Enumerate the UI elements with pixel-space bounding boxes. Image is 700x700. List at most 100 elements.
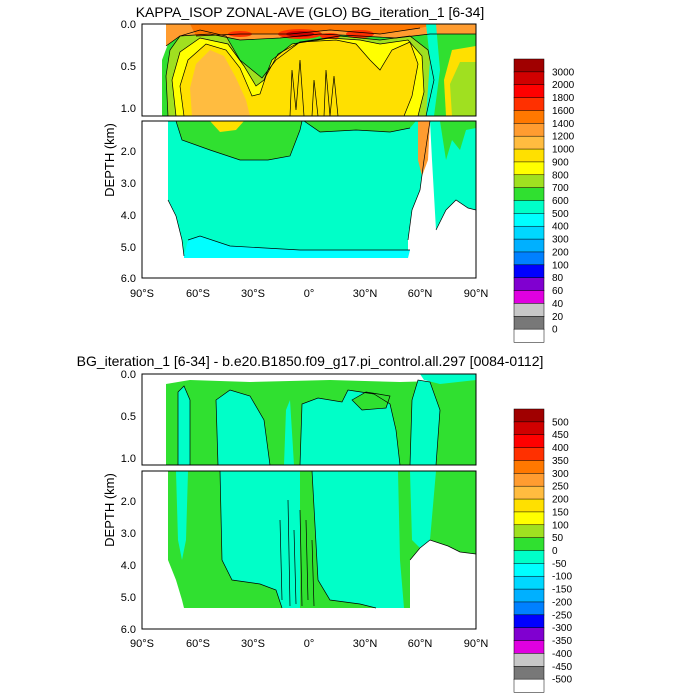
- y-tick-label: 0.0: [121, 19, 136, 31]
- y-tick-label: 6.0: [121, 624, 136, 636]
- panel-1-yticks-upper: 0.0 0.5 1.0: [121, 19, 136, 115]
- panel-2-yticks-upper: 0.0 0.5 1.0: [121, 369, 136, 465]
- colorbar-swatch: [513, 187, 545, 202]
- colorbar-level-label: 80: [552, 273, 564, 284]
- colorbar-level-label: 2000: [552, 80, 575, 91]
- colorbar-swatch: [513, 264, 545, 279]
- colorbar-swatch: [513, 614, 545, 629]
- colorbar-level-label: 1200: [552, 132, 575, 143]
- y-tick-label: 0.5: [121, 61, 136, 73]
- colorbar-swatch: [513, 84, 545, 99]
- colorbar-level-label: -200: [552, 597, 572, 608]
- colorbar-swatch: [513, 498, 545, 513]
- colorbar-swatch: [513, 421, 545, 436]
- colorbar-level-label: -450: [552, 662, 572, 673]
- colorbar-swatch: [513, 328, 545, 343]
- panel-1-lower-field: [167, 121, 476, 258]
- colorbar-swatch: [513, 161, 545, 176]
- colorbar-level-label: 1000: [552, 145, 575, 156]
- colorbar-swatch: [513, 303, 545, 317]
- y-tick-label: 4.0: [121, 560, 136, 572]
- panel-2-lower-field: [168, 471, 476, 609]
- colorbar-swatch: [513, 550, 545, 564]
- x-tick-label: 90°S: [130, 288, 154, 300]
- panel-2-upper-field: [166, 374, 476, 465]
- colorbar-swatch: [513, 316, 545, 330]
- colorbar-swatch: [513, 71, 545, 86]
- x-tick-label: 30°N: [353, 288, 378, 300]
- colorbar-swatch: [513, 511, 545, 526]
- colorbar-swatch: [513, 434, 545, 449]
- y-tick-label: 2.0: [121, 496, 136, 508]
- colorbar-level-label: 700: [552, 183, 569, 194]
- colorbar-level-label: 200: [552, 495, 569, 506]
- colorbar-swatch: [513, 123, 545, 137]
- panel-2-y-axis-label: DEPTH (km): [102, 473, 117, 547]
- y-tick-label: 6.0: [121, 273, 136, 285]
- panel-2-title: BG_iteration_1 [6-34] - b.e20.B1850.f09_…: [77, 353, 544, 369]
- y-tick-label: 1.0: [121, 453, 136, 465]
- colorbar-level-label: 0: [552, 546, 558, 557]
- panel-1-upper-field: [162, 24, 476, 116]
- colorbar-swatch: [513, 277, 545, 292]
- y-tick-label: 1.0: [121, 103, 136, 115]
- y-tick-label: 4.0: [121, 210, 136, 222]
- panel-1-y-axis-label: DEPTH (km): [102, 123, 117, 197]
- colorbar-level-label: 400: [552, 443, 569, 454]
- colorbar-swatch: [513, 97, 545, 111]
- colorbar-level-label: 500: [552, 209, 569, 220]
- colorbar-level-label: 150: [552, 507, 569, 518]
- colorbar-swatch: [513, 460, 545, 474]
- x-tick-label: 60°S: [186, 288, 210, 300]
- colorbar-level-label: 500: [552, 417, 569, 428]
- colorbar-swatch: [513, 473, 545, 487]
- colorbar-level-label: -250: [552, 610, 572, 621]
- colorbar-level-label: -300: [552, 623, 572, 634]
- y-tick-label: 5.0: [121, 242, 136, 254]
- colorbar-swatch: [513, 601, 545, 616]
- colorbar-swatch: [513, 110, 545, 124]
- panel-1-xticks: 90°S 60°S 30°S 0° 30°N 60°N 90°N: [130, 288, 488, 300]
- colorbar-level-label: -100: [552, 572, 572, 583]
- colorbar-level-label: -500: [552, 675, 572, 686]
- colorbar-swatch: [513, 58, 545, 73]
- y-tick-label: 5.0: [121, 592, 136, 604]
- colorbar-swatch: [513, 148, 545, 163]
- colorbar-swatch: [513, 666, 545, 680]
- colorbar-level-label: 60: [552, 286, 564, 297]
- colorbar-level-label: 800: [552, 170, 569, 181]
- colorbar-swatch: [513, 447, 545, 461]
- colorbar-level-label: -50: [552, 559, 567, 570]
- x-tick-label: 90°N: [464, 638, 489, 650]
- colorbar-level-label: 450: [552, 430, 569, 441]
- colorbar-swatch: [513, 485, 545, 500]
- colorbar-swatch: [513, 174, 545, 189]
- y-tick-label: 2.0: [121, 146, 136, 158]
- x-tick-label: 90°S: [130, 638, 154, 650]
- colorbar-level-label: 200: [552, 247, 569, 258]
- panel-2: BG_iteration_1 [6-34] - b.e20.B1850.f09_…: [77, 353, 572, 693]
- colorbar-swatch: [513, 524, 545, 539]
- colorbar-swatch: [513, 588, 545, 603]
- colorbar-level-label: 300: [552, 235, 569, 246]
- colorbar-swatch: [513, 200, 545, 214]
- colorbar-level-label: 100: [552, 520, 569, 531]
- x-tick-label: 0°: [304, 288, 315, 300]
- colorbar-level-label: 1600: [552, 106, 575, 117]
- colorbar-swatch: [513, 640, 545, 654]
- colorbar-level-label: 100: [552, 260, 569, 271]
- colorbar-swatch: [513, 563, 545, 577]
- panel-1-colorbar: 3000200018001600140012001000900800700600…: [513, 58, 575, 343]
- colorbar-level-label: 50: [552, 533, 564, 544]
- colorbar-level-label: 0: [552, 325, 558, 336]
- colorbar-level-label: 350: [552, 456, 569, 467]
- colorbar-swatch: [513, 251, 545, 266]
- colorbar-level-label: -350: [552, 636, 572, 647]
- colorbar-swatch: [513, 653, 545, 667]
- colorbar-level-label: 300: [552, 469, 569, 480]
- y-tick-label: 0.0: [121, 369, 136, 381]
- panel-2-xticks: 90°S 60°S 30°S 0° 30°N 60°N 90°N: [130, 638, 488, 650]
- colorbar-level-label: -400: [552, 649, 572, 660]
- panel-1: KAPPA_ISOP ZONAL-AVE (GLO) BG_iteration_…: [102, 4, 575, 343]
- colorbar-level-label: 40: [552, 299, 564, 310]
